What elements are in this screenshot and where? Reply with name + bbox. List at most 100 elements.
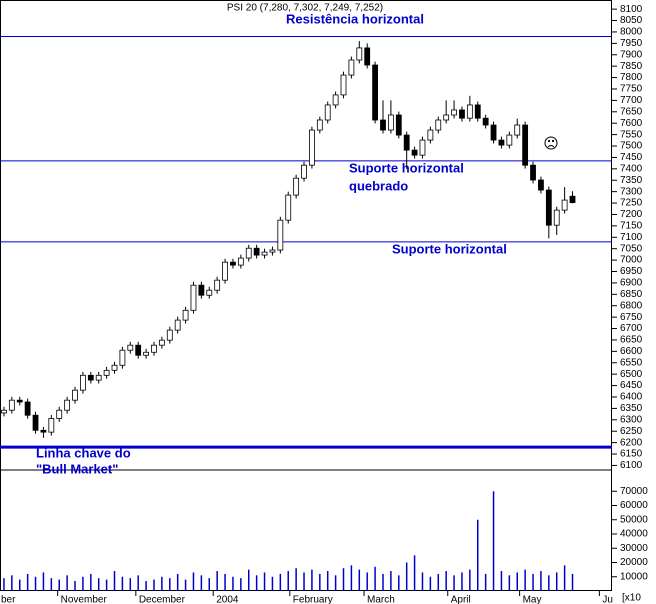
candle-body: [538, 179, 544, 191]
candle-body: [111, 364, 118, 371]
candle-body: [427, 129, 434, 141]
candle-body: [340, 74, 347, 96]
y-tick-label: 6100: [620, 460, 643, 471]
candle-body: [514, 124, 521, 136]
annotation: Linha chave do: [36, 445, 131, 460]
y-tick-label: 6200: [620, 437, 643, 448]
x-tick-label: 2004: [216, 595, 239, 604]
volume-y-tick-label: 40000: [620, 529, 648, 540]
candle-body: [48, 418, 55, 433]
candle-body: [143, 351, 149, 356]
candle-body: [316, 119, 323, 131]
y-tick-label: 7750: [620, 84, 643, 95]
y-tick-label: 6150: [620, 449, 643, 460]
candle-body: [269, 249, 276, 253]
volume-y-tick-label: 20000: [620, 557, 648, 568]
y-tick-label: 6900: [620, 278, 643, 289]
x-tick-label: November: [61, 595, 108, 604]
candle-body: [206, 289, 213, 296]
y-tick-label: 7700: [620, 95, 643, 106]
candle-body: [474, 104, 481, 119]
volume-y-tick-label: 50000: [620, 514, 648, 525]
candle-body: [490, 124, 497, 141]
y-tick-label: 6500: [620, 369, 643, 380]
candle-body: [151, 344, 157, 353]
candle-body: [127, 344, 134, 351]
y-tick-label: 7600: [620, 118, 643, 129]
candle-body: [190, 284, 197, 311]
y-tick-label: 7400: [620, 163, 643, 174]
candle-body: [301, 164, 307, 179]
candle-body: [222, 261, 228, 281]
candle-body: [553, 209, 560, 226]
volume-y-tick-label: 10000: [620, 571, 648, 582]
y-tick-label: 6750: [620, 312, 643, 323]
candle-body: [182, 309, 189, 321]
candle-body: [545, 189, 552, 226]
candle-body: [332, 94, 339, 106]
candle-body: [522, 124, 529, 166]
candle-body: [214, 279, 221, 291]
candle-body: [403, 134, 410, 151]
candle-body: [261, 251, 268, 256]
candle-body: [56, 409, 63, 419]
candle-body: [435, 119, 442, 131]
candle-body: [451, 109, 457, 116]
x-tick-label: ber: [1, 595, 16, 604]
y-tick-label: 6850: [620, 289, 643, 300]
candle-body: [174, 319, 181, 331]
candle-body: [569, 195, 576, 204]
y-tick-label: 6250: [620, 426, 643, 437]
candle-body: [253, 247, 260, 256]
candle-body: [95, 374, 102, 381]
candle-body: [443, 114, 450, 121]
x-tick-label: April: [451, 595, 471, 604]
candle-body: [285, 194, 292, 221]
candle-body: [8, 399, 15, 411]
candle-body: [293, 177, 300, 196]
y-tick-label: 6700: [620, 323, 643, 334]
candle-body: [40, 429, 47, 433]
y-tick-label: 7150: [620, 221, 643, 232]
y-tick-label: 6600: [620, 346, 643, 357]
candle-body: [459, 109, 465, 119]
candle-body: [419, 139, 426, 156]
annotation: "Bull Market": [36, 461, 118, 476]
y-tick-label: 6950: [620, 266, 643, 277]
candle-body: [372, 64, 378, 121]
x-tick-label: Ju: [602, 595, 613, 604]
candle-body: [103, 369, 110, 376]
candle-body: [119, 349, 126, 366]
candle-body: [356, 47, 363, 61]
candle-body: [158, 339, 165, 346]
volume-y-tick-label: 30000: [620, 543, 648, 554]
candle-body: [411, 149, 418, 156]
y-tick-label: 7350: [620, 175, 643, 186]
candle-body: [561, 199, 568, 211]
candle-body: [166, 329, 173, 341]
candle-body: [506, 134, 513, 146]
y-tick-label: 6450: [620, 380, 643, 391]
candle-body: [237, 257, 244, 266]
y-tick-label: 6350: [620, 403, 643, 414]
y-tick-label: 6400: [620, 392, 643, 403]
candle-body: [530, 164, 536, 181]
frame: [0, 0, 612, 591]
y-tick-label: 7450: [620, 152, 643, 163]
y-tick-label: 7850: [620, 61, 643, 72]
y-tick-label: 7650: [620, 106, 643, 117]
candle-body: [135, 344, 142, 356]
y-tick-label: 7900: [620, 49, 643, 60]
chart-title: PSI 20 (7,280, 7,302, 7,249, 7,252): [227, 3, 383, 14]
x-tick-label: May: [523, 595, 542, 604]
y-tick-label: 7250: [620, 198, 643, 209]
candle-body: [387, 114, 394, 131]
y-tick-label: 6300: [620, 414, 643, 425]
candle-body: [198, 284, 205, 296]
y-tick-label: 6550: [620, 357, 643, 368]
candle-body: [72, 389, 78, 401]
candle-body: [64, 399, 71, 411]
candle-body: [309, 129, 315, 166]
y-tick-label: 7100: [620, 232, 643, 243]
y-tick-label: 8050: [620, 15, 643, 26]
